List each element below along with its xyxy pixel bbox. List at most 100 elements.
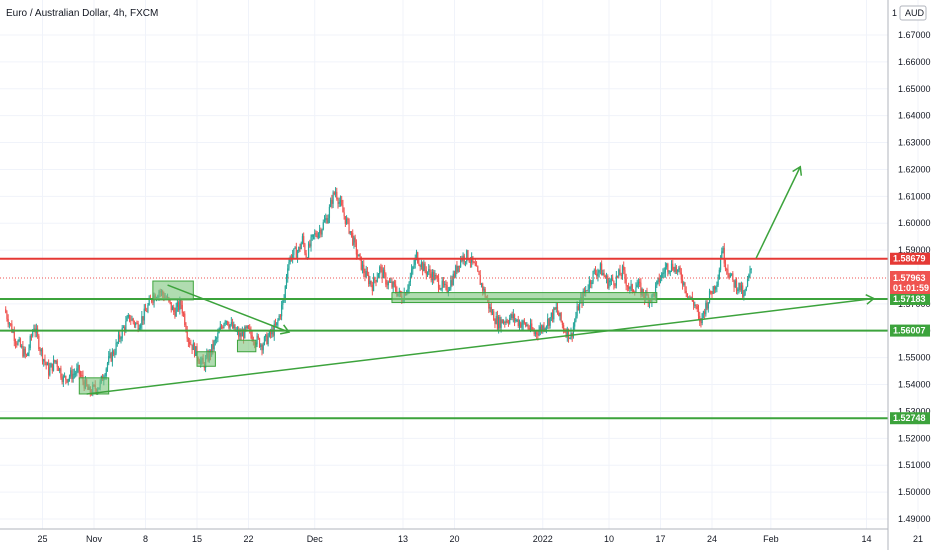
candle-body <box>144 308 147 312</box>
support-zone <box>391 292 658 304</box>
candle-body <box>466 250 468 262</box>
candle-body <box>251 335 253 342</box>
candle-body <box>338 201 340 204</box>
candle-body <box>457 265 459 272</box>
candle-body <box>612 277 614 281</box>
candle-body <box>28 347 30 353</box>
candle-body <box>502 321 505 324</box>
candle-body <box>135 323 137 326</box>
candle-body <box>656 281 658 286</box>
candle-body <box>22 345 24 357</box>
candle-body <box>287 268 289 278</box>
x-tick-label: 22 <box>243 534 253 544</box>
candle-body <box>146 311 148 313</box>
time-axis[interactable]: 25 Nov 8 15 22 Dec 13 20 2022 10 17 24 Feb 14 21 <box>37 534 922 544</box>
candle-body <box>241 331 243 337</box>
candle-body <box>613 280 615 286</box>
candle-body <box>488 300 490 309</box>
candle-body <box>453 273 456 277</box>
candle-body <box>360 256 362 270</box>
candle-body <box>531 323 533 330</box>
candle-body <box>496 316 499 329</box>
current-price-label: 1.57963 <box>893 273 926 283</box>
candle-body <box>294 247 296 249</box>
candle-body <box>262 344 264 351</box>
candle-body <box>425 270 427 275</box>
candle-body <box>56 360 58 367</box>
candle-body <box>105 368 107 376</box>
candle-body <box>602 272 604 276</box>
candle-body <box>628 286 630 289</box>
candle-body <box>267 336 269 345</box>
candle-body <box>5 309 7 313</box>
candle-body <box>347 218 349 220</box>
candle-body <box>661 273 663 279</box>
candle-body <box>494 320 496 324</box>
candle-body <box>320 229 322 235</box>
candle-body <box>323 220 326 223</box>
candle-body <box>225 321 228 323</box>
support-zone <box>152 280 194 301</box>
candle-body <box>357 254 359 257</box>
candle-body <box>342 205 344 213</box>
candle-body <box>375 280 377 282</box>
candle-body <box>176 302 178 307</box>
candle-body <box>175 306 177 317</box>
candle-body <box>672 263 674 270</box>
candle-body <box>491 311 494 314</box>
candle-body <box>18 339 20 341</box>
candle-body <box>589 280 592 284</box>
arrow-head <box>865 293 876 305</box>
candle-body <box>137 323 139 330</box>
candle-body <box>446 285 448 292</box>
candle-body <box>136 323 138 325</box>
candle-body <box>38 335 40 350</box>
candle-body <box>352 232 354 245</box>
currency-badge[interactable]: AUD <box>899 5 927 21</box>
candle-body <box>456 265 458 272</box>
candle-body <box>547 318 549 327</box>
candle-body <box>332 192 334 204</box>
candle-body <box>171 306 174 311</box>
candle-body <box>256 335 258 345</box>
candle-body <box>442 280 445 285</box>
candle-body <box>385 273 387 285</box>
candle-body <box>298 247 300 252</box>
candle-body <box>77 365 79 369</box>
candle-body <box>504 321 506 323</box>
candle-body <box>390 281 392 283</box>
candle-body <box>75 373 77 375</box>
candle-body <box>717 279 719 286</box>
candle-body <box>261 344 263 351</box>
candle-body <box>426 271 429 275</box>
candle-body <box>737 289 739 292</box>
candle-body <box>434 274 436 281</box>
candle-body <box>515 320 517 322</box>
candle-body <box>52 359 55 371</box>
candle-body <box>139 325 142 328</box>
candle-body <box>464 261 467 263</box>
candle-body <box>330 199 332 207</box>
candle-body <box>217 333 219 339</box>
candle-body <box>120 338 122 340</box>
candle-body <box>409 276 411 283</box>
candle-body <box>553 307 555 320</box>
candle-body <box>59 368 61 372</box>
candle-body <box>299 247 301 250</box>
candle-body <box>126 317 128 321</box>
candle-body <box>738 282 740 290</box>
candle-body <box>301 236 304 244</box>
candle-body <box>705 302 707 315</box>
y-tick-label: 1.67000 <box>898 30 931 40</box>
candle-body <box>455 265 457 277</box>
candle-body <box>690 296 692 298</box>
candle-body <box>279 315 281 317</box>
candle-body <box>629 287 631 289</box>
candle-body <box>293 248 295 255</box>
y-tick-label: 1.65000 <box>898 84 931 94</box>
candle-body <box>216 338 218 340</box>
candle-body <box>377 274 380 278</box>
candle-body <box>388 281 391 283</box>
